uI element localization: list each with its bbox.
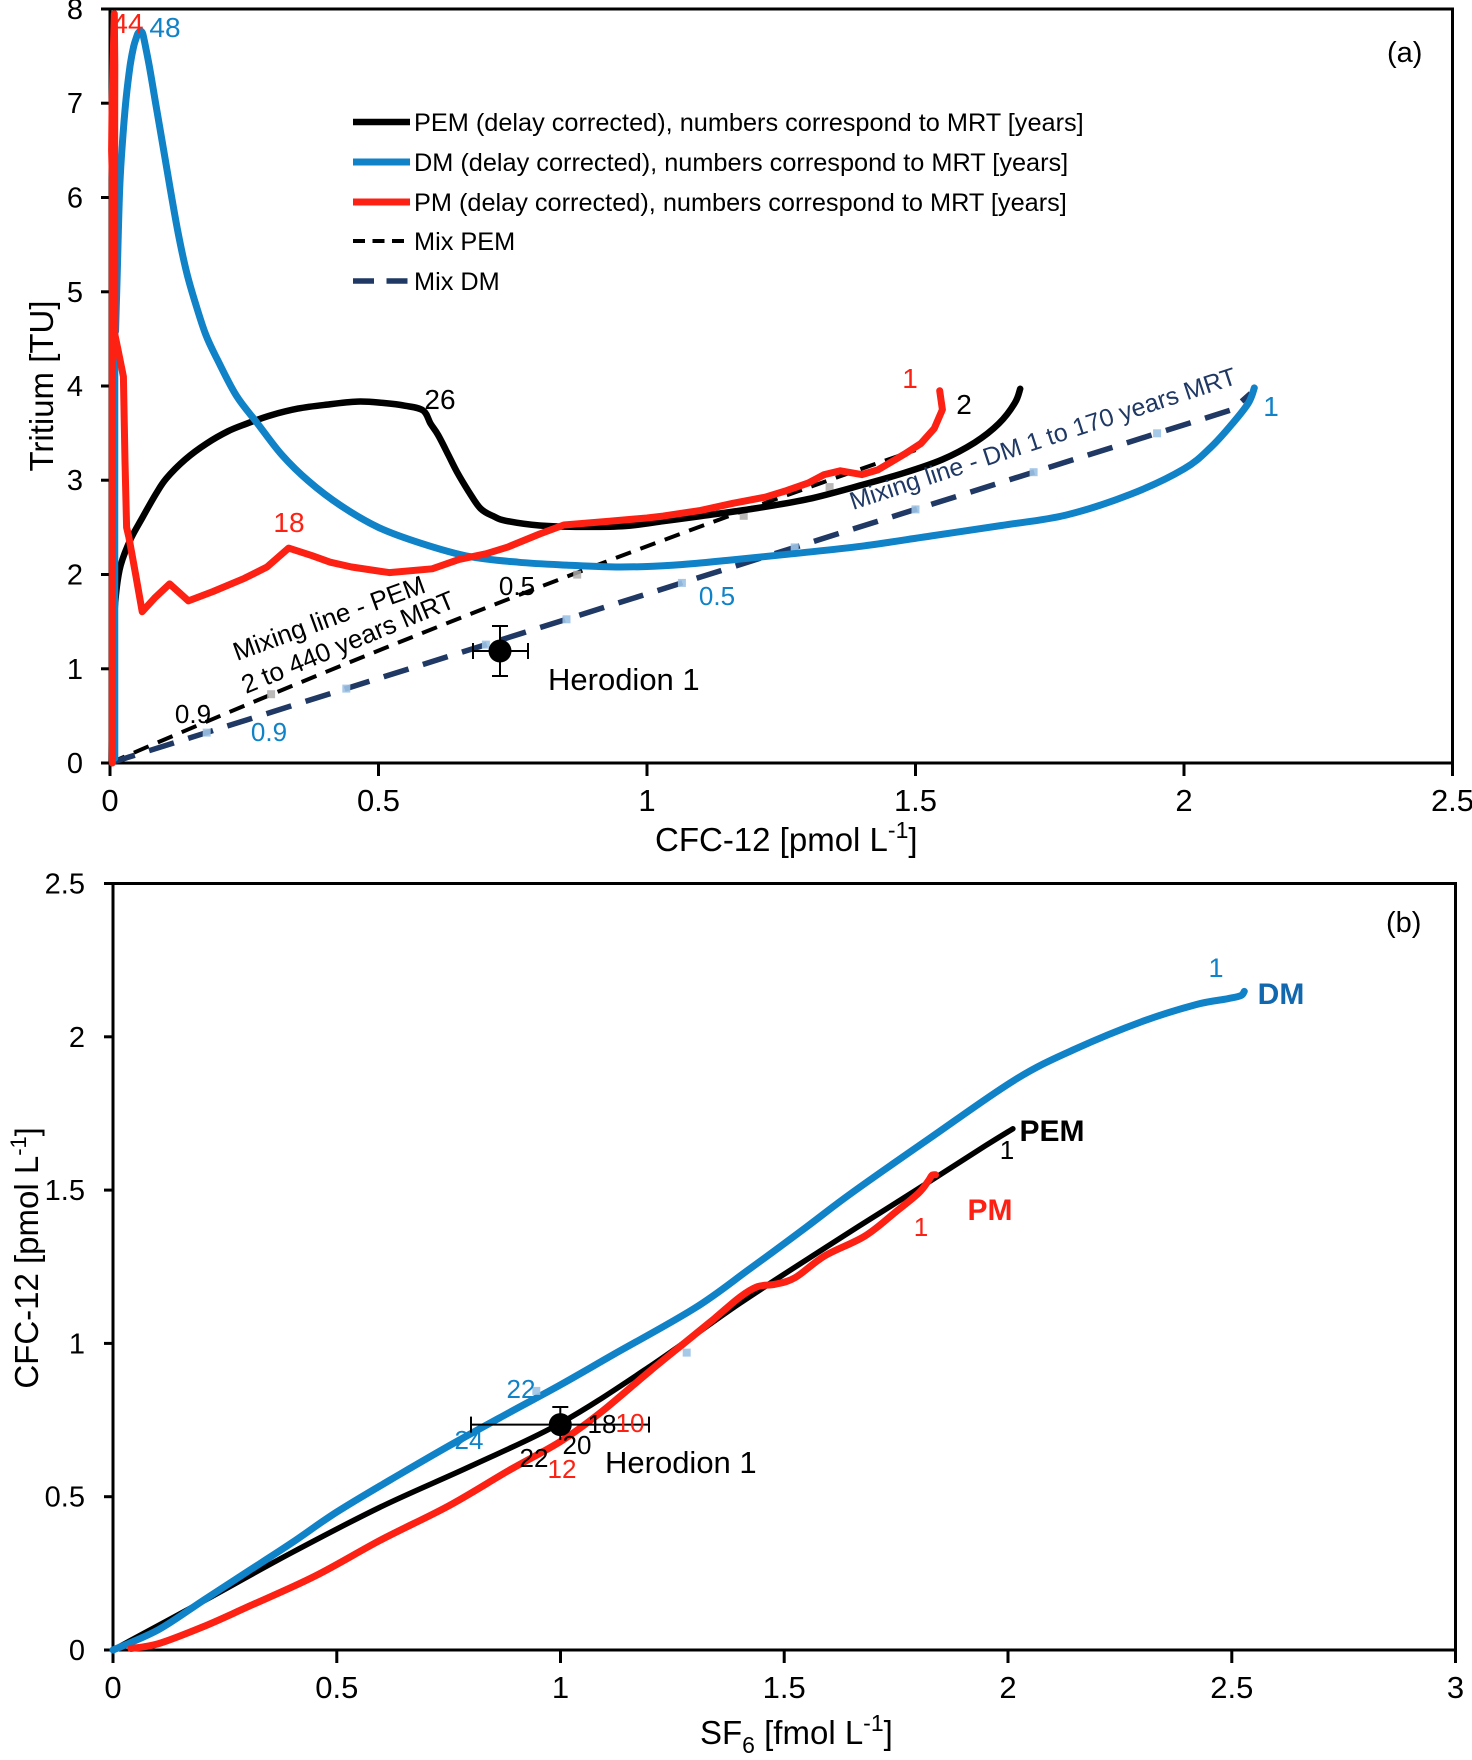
svg-text:2: 2 xyxy=(67,560,83,592)
svg-text:DM (delay corrected), numbers: DM (delay corrected), numbers correspond… xyxy=(414,149,1068,177)
svg-text:Mix PEM: Mix PEM xyxy=(414,228,515,256)
svg-text:7: 7 xyxy=(67,88,83,120)
svg-text:PM: PM xyxy=(968,1194,1013,1227)
svg-text:26: 26 xyxy=(424,384,455,415)
svg-text:5: 5 xyxy=(67,277,83,309)
svg-text:1.5: 1.5 xyxy=(894,783,937,818)
svg-text:CFC-12 [pmol L-1]: CFC-12 [pmol L-1] xyxy=(6,1127,45,1388)
svg-text:1: 1 xyxy=(1263,391,1279,422)
svg-text:22: 22 xyxy=(520,1443,549,1473)
svg-text:0.9: 0.9 xyxy=(251,717,287,747)
svg-text:Herodion 1: Herodion 1 xyxy=(548,662,700,697)
svg-text:Herodion 1: Herodion 1 xyxy=(605,1445,757,1480)
svg-text:0.5: 0.5 xyxy=(499,571,535,601)
svg-text:PM (delay corrected), numbers: PM (delay corrected), numbers correspond… xyxy=(414,189,1067,217)
svg-text:2: 2 xyxy=(999,1670,1016,1705)
svg-text:3: 3 xyxy=(67,465,83,497)
svg-text:1: 1 xyxy=(69,1328,85,1360)
svg-text:PEM (delay corrected), numbers: PEM (delay corrected), numbers correspon… xyxy=(414,109,1084,137)
svg-text:0: 0 xyxy=(101,783,118,818)
svg-text:3: 3 xyxy=(1447,1670,1464,1705)
svg-text:1: 1 xyxy=(1208,953,1223,983)
svg-text:1: 1 xyxy=(1000,1135,1014,1165)
svg-text:22: 22 xyxy=(507,1374,536,1404)
svg-text:SF6 [fmol L-1]: SF6 [fmol L-1] xyxy=(700,1710,893,1755)
svg-text:CFC-12 [pmol L-1]: CFC-12 [pmol L-1] xyxy=(655,817,918,858)
svg-text:18: 18 xyxy=(273,507,304,538)
svg-text:2: 2 xyxy=(956,389,972,420)
svg-text:1: 1 xyxy=(552,1670,569,1705)
svg-text:DM: DM xyxy=(1258,978,1305,1011)
svg-text:44: 44 xyxy=(112,8,143,39)
svg-text:1: 1 xyxy=(67,654,83,686)
svg-text:0: 0 xyxy=(104,1670,121,1705)
svg-text:0: 0 xyxy=(69,1635,85,1667)
svg-text:0.9: 0.9 xyxy=(175,699,211,729)
svg-text:PEM: PEM xyxy=(1019,1115,1084,1148)
svg-text:Tritium [TU]: Tritium [TU] xyxy=(23,300,60,471)
svg-text:6: 6 xyxy=(67,183,83,215)
svg-text:0.5: 0.5 xyxy=(357,783,400,818)
svg-text:20: 20 xyxy=(563,1430,592,1460)
svg-text:10: 10 xyxy=(616,1408,645,1438)
svg-text:0.5: 0.5 xyxy=(699,581,735,611)
svg-text:1.5: 1.5 xyxy=(45,1175,85,1207)
svg-text:1: 1 xyxy=(914,1212,928,1242)
svg-text:2: 2 xyxy=(69,1022,85,1054)
svg-text:(a): (a) xyxy=(1387,37,1422,69)
svg-text:4: 4 xyxy=(67,371,83,403)
svg-text:0: 0 xyxy=(67,748,83,780)
svg-text:2: 2 xyxy=(1175,783,1192,818)
svg-text:2.5: 2.5 xyxy=(1210,1670,1253,1705)
svg-text:12: 12 xyxy=(548,1454,577,1484)
svg-text:24: 24 xyxy=(455,1425,484,1455)
svg-text:48: 48 xyxy=(149,12,180,43)
svg-text:8: 8 xyxy=(67,0,83,26)
svg-text:Mix DM: Mix DM xyxy=(414,268,500,296)
svg-text:1: 1 xyxy=(638,783,655,818)
svg-text:(b): (b) xyxy=(1386,907,1421,939)
svg-text:0.5: 0.5 xyxy=(315,1670,358,1705)
svg-text:2.5: 2.5 xyxy=(45,869,85,901)
svg-text:1: 1 xyxy=(902,363,918,394)
svg-text:2.5: 2.5 xyxy=(1431,783,1472,818)
svg-text:1.5: 1.5 xyxy=(763,1670,806,1705)
svg-text:0.5: 0.5 xyxy=(45,1482,85,1514)
svg-text:18: 18 xyxy=(588,1409,617,1439)
